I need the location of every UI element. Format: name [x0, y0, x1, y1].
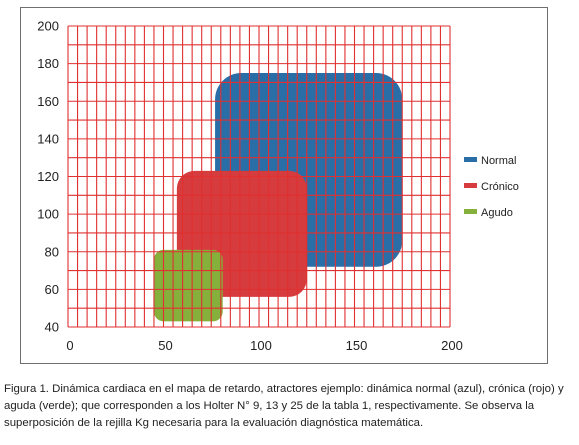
attractor-region-2	[153, 249, 223, 322]
y-tick-label: 120	[37, 169, 59, 184]
x-tick-label: 150	[346, 338, 368, 353]
x-tick-label: 0	[66, 338, 73, 353]
attractor-chart: 40 60 80 100 120 140 160 180 200 0 50 100 150 200 No…	[37, 19, 519, 354]
legend-swatch-1	[464, 183, 477, 188]
y-tick-label: 200	[37, 19, 59, 34]
legend-label-2: Agudo	[481, 207, 513, 219]
y-tick-label: 180	[37, 56, 59, 71]
x-tick-label: 100	[250, 338, 272, 353]
y-tick-label: 140	[37, 131, 59, 146]
figure-caption: Figura 1. Dinámica cardiaca en el mapa d…	[4, 383, 564, 430]
legend-label-0: Normal	[481, 155, 516, 167]
y-tick-label: 160	[37, 94, 59, 109]
y-tick-label: 100	[37, 207, 59, 222]
y-tick-label: 80	[45, 244, 59, 259]
legend-swatch-0	[464, 157, 477, 162]
x-axis-ticks: 0 50 100 150 200	[66, 338, 462, 353]
x-tick-label: 50	[158, 338, 172, 353]
chart-grid	[67, 25, 451, 328]
legend-label-1: Crónico	[481, 181, 519, 193]
y-tick-label: 40	[45, 320, 59, 335]
x-tick-label: 200	[441, 338, 463, 353]
legend-swatch-2	[464, 209, 477, 214]
chart-legend: Normal Crónico Agudo	[464, 155, 519, 219]
y-axis-ticks: 40 60 80 100 120 140 160 180 200	[37, 19, 59, 335]
attractor-regions	[153, 73, 403, 322]
y-tick-label: 60	[45, 282, 59, 297]
